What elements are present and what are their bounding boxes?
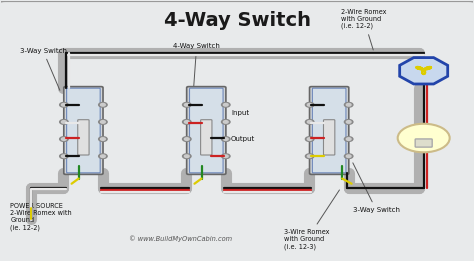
FancyBboxPatch shape (64, 87, 103, 174)
Circle shape (60, 137, 68, 141)
Circle shape (184, 155, 189, 157)
Circle shape (345, 120, 353, 124)
Circle shape (346, 155, 351, 157)
Circle shape (182, 103, 191, 107)
Text: 4-Way Switch: 4-Way Switch (164, 11, 310, 30)
Circle shape (221, 137, 230, 141)
Polygon shape (400, 58, 448, 84)
Circle shape (307, 138, 312, 140)
Text: 3-Wire Romex
with Ground
(i.e. 12-3): 3-Wire Romex with Ground (i.e. 12-3) (284, 190, 339, 250)
Text: Output: Output (231, 136, 255, 142)
Circle shape (62, 121, 66, 123)
Text: Input: Input (231, 110, 249, 116)
Circle shape (100, 155, 105, 157)
Circle shape (99, 120, 107, 124)
Circle shape (99, 103, 107, 107)
FancyBboxPatch shape (201, 120, 212, 155)
Circle shape (100, 121, 105, 123)
Circle shape (223, 155, 228, 157)
FancyBboxPatch shape (312, 88, 346, 173)
Circle shape (60, 154, 68, 158)
Circle shape (346, 138, 351, 140)
Circle shape (307, 104, 312, 106)
Circle shape (182, 120, 191, 124)
Circle shape (305, 137, 314, 141)
Circle shape (182, 154, 191, 158)
FancyBboxPatch shape (190, 88, 223, 173)
FancyBboxPatch shape (310, 87, 349, 174)
Circle shape (398, 124, 450, 152)
Circle shape (100, 138, 105, 140)
Text: 2-Wire Romex
with Ground
(i.e. 12-2): 2-Wire Romex with Ground (i.e. 12-2) (341, 9, 386, 50)
Circle shape (221, 154, 230, 158)
Circle shape (60, 120, 68, 124)
Circle shape (346, 121, 351, 123)
Circle shape (223, 138, 228, 140)
FancyBboxPatch shape (323, 120, 335, 155)
FancyBboxPatch shape (78, 120, 89, 155)
Circle shape (345, 154, 353, 158)
Circle shape (345, 103, 353, 107)
Circle shape (307, 155, 312, 157)
Circle shape (305, 154, 314, 158)
Circle shape (99, 154, 107, 158)
Circle shape (182, 137, 191, 141)
Text: 4-Way Switch: 4-Way Switch (173, 43, 220, 90)
Circle shape (184, 138, 189, 140)
FancyBboxPatch shape (415, 139, 432, 147)
Circle shape (62, 155, 66, 157)
Circle shape (184, 121, 189, 123)
Circle shape (221, 120, 230, 124)
Circle shape (305, 103, 314, 107)
FancyBboxPatch shape (67, 88, 100, 173)
Circle shape (184, 104, 189, 106)
Text: 3-Way Switch: 3-Way Switch (353, 163, 400, 213)
Circle shape (223, 121, 228, 123)
Circle shape (99, 137, 107, 141)
Text: POWER SOURCE
2-Wire Romex with
Ground
(ie. 12-2): POWER SOURCE 2-Wire Romex with Ground (i… (10, 203, 72, 231)
Circle shape (221, 103, 230, 107)
Circle shape (305, 120, 314, 124)
Circle shape (100, 104, 105, 106)
Circle shape (60, 103, 68, 107)
FancyBboxPatch shape (187, 87, 226, 174)
Circle shape (307, 121, 312, 123)
Circle shape (346, 104, 351, 106)
Text: 3-Way Switch: 3-Way Switch (19, 48, 67, 90)
Circle shape (345, 137, 353, 141)
Circle shape (62, 138, 66, 140)
Text: © www.BuildMyOwnCabin.com: © www.BuildMyOwnCabin.com (129, 235, 232, 242)
Circle shape (62, 104, 66, 106)
Circle shape (223, 104, 228, 106)
